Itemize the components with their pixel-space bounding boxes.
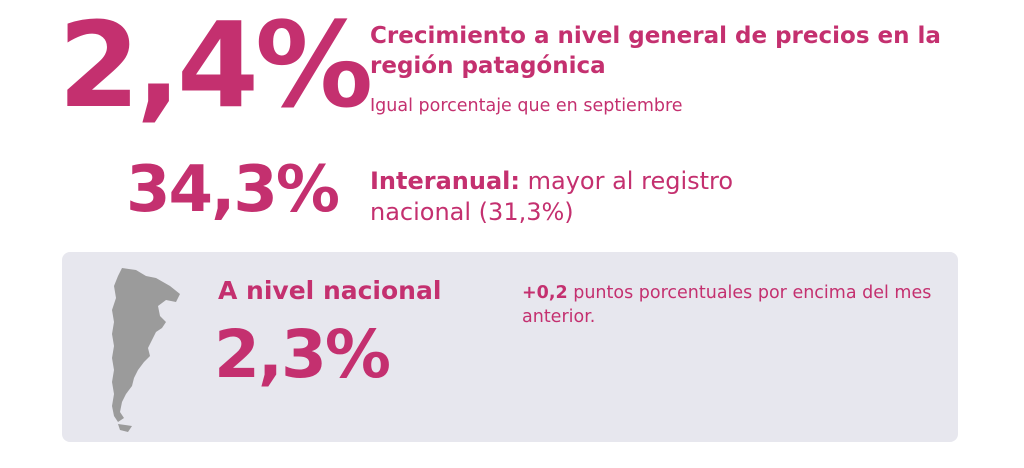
monthly-subheadline: Igual porcentaje que en septiembre [370,96,683,116]
national-panel: A nivel nacional 2,3% +0,2 puntos porcen… [62,252,958,442]
national-title: A nivel nacional [218,276,442,305]
interannual-text: Interanual: mayor al registro nacional (… [370,166,810,228]
interannual-label: Interanual: [370,167,520,195]
national-delta-text: puntos porcentuales por encima del mes a… [522,283,932,327]
tierra-del-fuego-shape [118,424,132,432]
national-delta: +0,2 [522,283,568,303]
argentina-map-icon [112,268,180,432]
national-value: 2,3% [214,316,391,393]
argentina-map-shape [112,268,180,422]
interannual-value: 34,3% [126,153,340,227]
monthly-value: 2,4% [58,0,373,134]
monthly-headline: Crecimiento a nivel general de precios e… [370,23,941,79]
interannual-description: mayor al registro nacional (31,3%) [370,167,734,227]
national-description: +0,2 puntos porcentuales por encima del … [522,282,932,329]
